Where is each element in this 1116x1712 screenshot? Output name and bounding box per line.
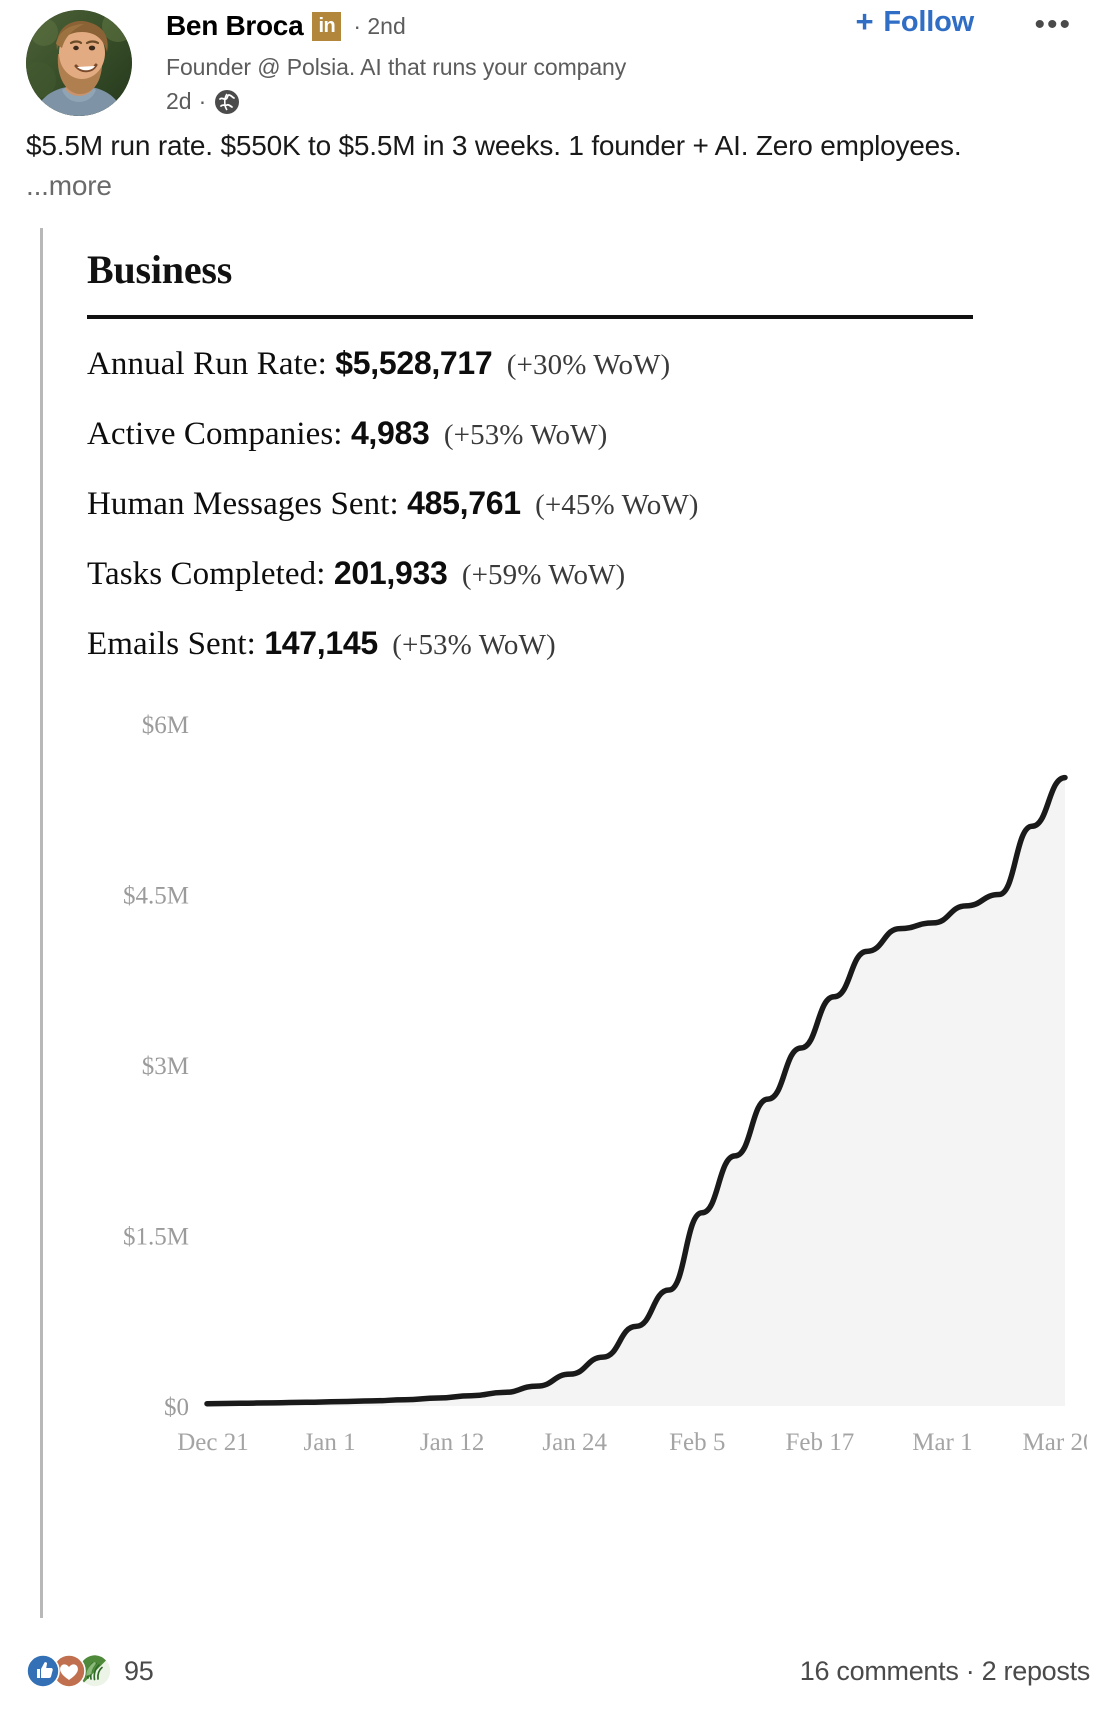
reactions-group[interactable]: 95: [26, 1654, 154, 1688]
metric-label: Tasks Completed:: [87, 556, 326, 592]
post-header: Ben Broca in · 2nd Founder @ Polsia. AI …: [26, 6, 1090, 118]
chart-x-tick: Feb 17: [785, 1429, 854, 1456]
like-icon: [26, 1654, 60, 1688]
metric-value: 201,933: [333, 555, 448, 591]
metric-value: 147,145: [264, 625, 378, 661]
post-time: 2d: [166, 88, 192, 114]
avatar[interactable]: [26, 10, 132, 116]
card-content: Business Annual Run Rate: $5,528,717 (+3…: [87, 246, 975, 695]
metric-row: Human Messages Sent: 485,761 (+45% WoW): [87, 485, 975, 523]
card-title: Business: [87, 247, 233, 292]
metric-row: Annual Run Rate: $5,528,717 (+30% WoW): [87, 345, 975, 383]
meta-separator: ·: [198, 88, 207, 114]
chart-y-tick: $0: [164, 1394, 189, 1421]
post-image-card[interactable]: Business Annual Run Rate: $5,528,717 (+3…: [40, 228, 1116, 1618]
author-line: Ben Broca in · 2nd: [166, 6, 866, 46]
post-body-text: $5.5M run rate. $550K to $5.5M in 3 week…: [26, 130, 962, 161]
metric-row: Tasks Completed: 201,933 (+59% WoW): [87, 555, 975, 593]
run-rate-chart: $6M $4.5M $3M $1.5M $0 Dec 21 Jan 1 Jan 12 Jan …: [87, 706, 1087, 1526]
chart-y-axis-labels: $6M $4.5M $3M $1.5M $0: [123, 712, 189, 1421]
metric-value: $5,528,717: [335, 345, 493, 381]
chart-x-tick: Feb 5: [669, 1429, 725, 1456]
metric-delta: (+53% WoW): [392, 629, 556, 661]
chart-x-tick: Mar 20: [1023, 1429, 1087, 1456]
see-more-link[interactable]: ...more: [26, 169, 112, 201]
globe-icon: [214, 89, 240, 115]
chart-area-fill: [207, 777, 1065, 1406]
metric-row: Emails Sent: 147,145 (+53% WoW): [87, 625, 975, 663]
metric-label: Human Messages Sent:: [87, 486, 399, 522]
author-name[interactable]: Ben Broca: [166, 10, 304, 41]
chart-y-tick: $6M: [142, 712, 189, 739]
follow-button[interactable]: + Follow: [855, 6, 974, 39]
follow-label: Follow: [883, 6, 974, 38]
chart-x-axis-labels: Dec 21 Jan 1 Jan 12 Jan 24 Feb 5 Feb 17 Mar 1 M…: [177, 1429, 1087, 1456]
chart-x-tick: Mar 1: [912, 1429, 972, 1456]
chart-y-tick: $1.5M: [123, 1224, 189, 1251]
chart-x-tick: Dec 21: [177, 1429, 249, 1456]
metric-label: Emails Sent:: [87, 626, 256, 662]
post-meta: 2d ·: [166, 88, 866, 115]
post-footer: 95 16 comments · 2 reposts: [26, 1648, 1090, 1694]
chart-x-tick: Jan 12: [420, 1429, 485, 1456]
linkedin-premium-badge-icon: in: [312, 11, 342, 41]
author-block: Ben Broca in · 2nd Founder @ Polsia. AI …: [166, 6, 866, 115]
metric-delta: (+30% WoW): [506, 349, 671, 381]
chart-y-tick: $3M: [142, 1053, 189, 1080]
comments-reposts-label[interactable]: 16 comments · 2 reposts: [799, 1655, 1091, 1686]
metric-delta: (+59% WoW): [461, 559, 626, 591]
post-body: $5.5M run rate. $550K to $5.5M in 3 week…: [26, 126, 986, 206]
metric-label: Annual Run Rate:: [87, 346, 327, 382]
metric-delta: (+53% WoW): [443, 419, 608, 451]
metric-value: 485,761: [407, 485, 521, 521]
reaction-icons: [26, 1654, 112, 1688]
metrics-list: Annual Run Rate: $5,528,717 (+30% WoW) A…: [87, 345, 975, 663]
chart-line: [204, 774, 1068, 1407]
more-options-icon[interactable]: •••: [1034, 8, 1072, 41]
card-divider: [87, 315, 973, 319]
connection-degree: · 2nd: [353, 12, 406, 39]
metric-delta: (+45% WoW): [535, 489, 699, 521]
celebrate-icon: [78, 1654, 112, 1688]
plus-icon: +: [855, 4, 874, 39]
chart-y-tick: $4.5M: [123, 883, 189, 910]
reaction-count: 95: [124, 1655, 154, 1686]
metric-row: Active Companies: 4,983 (+53% WoW): [87, 415, 975, 453]
metric-value: 4,983: [350, 415, 430, 451]
chart-x-tick: Jan 24: [542, 1429, 607, 1456]
metric-label: Active Companies:: [87, 416, 343, 452]
author-headline: Founder @ Polsia. AI that runs your comp…: [166, 54, 627, 80]
chart-x-tick: Jan 1: [304, 1429, 356, 1456]
